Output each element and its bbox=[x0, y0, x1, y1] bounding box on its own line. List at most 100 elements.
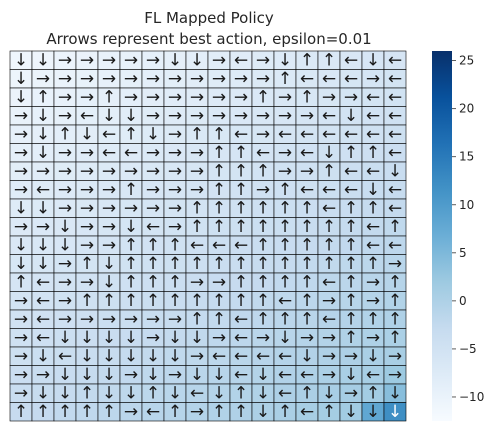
policy-arrow: ↑ bbox=[212, 254, 226, 274]
policy-arrow: → bbox=[14, 328, 28, 348]
policy-arrow: ↑ bbox=[212, 402, 226, 422]
policy-arrow: → bbox=[212, 50, 226, 70]
policy-arrow: ↓ bbox=[102, 383, 116, 403]
policy-arrow: → bbox=[58, 272, 72, 292]
policy-arrow: ↓ bbox=[212, 365, 226, 385]
policy-arrow: ← bbox=[278, 291, 292, 311]
policy-arrow: ↓ bbox=[190, 365, 204, 385]
policy-arrow: → bbox=[14, 291, 28, 311]
policy-arrow: ↓ bbox=[256, 402, 270, 422]
policy-arrow: → bbox=[256, 180, 270, 200]
policy-arrow: → bbox=[366, 69, 380, 89]
policy-arrow: ↑ bbox=[146, 235, 160, 255]
policy-arrow: → bbox=[14, 143, 28, 163]
policy-arrow: → bbox=[168, 124, 182, 144]
policy-arrow: ↓ bbox=[256, 365, 270, 385]
policy-arrow: → bbox=[80, 87, 94, 107]
policy-arrow: ← bbox=[366, 365, 380, 385]
policy-arrow: ↓ bbox=[124, 106, 138, 126]
policy-arrow: → bbox=[102, 235, 116, 255]
policy-arrow: ↑ bbox=[322, 50, 336, 70]
policy-arrow: → bbox=[256, 124, 270, 144]
policy-arrow: ← bbox=[366, 106, 380, 126]
policy-arrow: ↓ bbox=[256, 383, 270, 403]
policy-arrow: → bbox=[190, 87, 204, 107]
policy-arrow: → bbox=[58, 161, 72, 181]
policy-arrow: ↑ bbox=[190, 124, 204, 144]
policy-arrow: → bbox=[14, 124, 28, 144]
policy-arrow: ← bbox=[344, 124, 358, 144]
policy-arrow: ↑ bbox=[278, 402, 292, 422]
policy-arrow: ↓ bbox=[168, 346, 182, 366]
policy-arrow: ↑ bbox=[300, 291, 314, 311]
policy-arrow: ↑ bbox=[300, 235, 314, 255]
policy-arrow: ↓ bbox=[124, 328, 138, 348]
policy-arrow: ← bbox=[322, 309, 336, 329]
policy-arrow: ← bbox=[102, 124, 116, 144]
policy-arrow: ← bbox=[212, 346, 226, 366]
policy-arrow: → bbox=[234, 69, 248, 89]
policy-arrow: → bbox=[322, 328, 336, 348]
policy-arrow: → bbox=[14, 309, 28, 329]
policy-arrow: ← bbox=[388, 143, 402, 163]
policy-arrow: ← bbox=[256, 143, 270, 163]
policy-arrow: ↓ bbox=[388, 383, 402, 403]
policy-arrow: ← bbox=[322, 198, 336, 218]
policy-arrow: ↓ bbox=[36, 106, 50, 126]
policy-arrow: ↓ bbox=[168, 383, 182, 403]
policy-arrow: ← bbox=[388, 87, 402, 107]
policy-arrow: ↑ bbox=[146, 291, 160, 311]
policy-arrow: ↓ bbox=[146, 346, 160, 366]
policy-arrow: ← bbox=[322, 124, 336, 144]
policy-arrow: → bbox=[146, 198, 160, 218]
policy-arrow: → bbox=[102, 50, 116, 70]
policy-arrow: ← bbox=[234, 346, 248, 366]
policy-arrow: ↑ bbox=[146, 383, 160, 403]
policy-arrow: → bbox=[168, 106, 182, 126]
policy-arrow: ↓ bbox=[366, 402, 380, 422]
policy-arrow: ↑ bbox=[80, 291, 94, 311]
policy-arrow: → bbox=[300, 106, 314, 126]
policy-arrow: ← bbox=[278, 365, 292, 385]
policy-arrow: ← bbox=[278, 124, 292, 144]
policy-arrow: ↑ bbox=[256, 254, 270, 274]
policy-arrow: ↓ bbox=[14, 235, 28, 255]
policy-arrow: → bbox=[366, 291, 380, 311]
policy-arrow: ↓ bbox=[36, 50, 50, 70]
policy-arrow: ↓ bbox=[278, 50, 292, 70]
policy-arrow: → bbox=[256, 50, 270, 70]
policy-arrow: ← bbox=[344, 180, 358, 200]
policy-arrow: ↓ bbox=[366, 180, 380, 200]
policy-arrow: ↑ bbox=[14, 402, 28, 422]
policy-arrow: ↓ bbox=[102, 346, 116, 366]
policy-arrow: → bbox=[190, 161, 204, 181]
policy-arrow: ↑ bbox=[300, 309, 314, 329]
policy-arrow: → bbox=[80, 143, 94, 163]
policy-arrow: ↓ bbox=[366, 346, 380, 366]
policy-arrow: ← bbox=[212, 235, 226, 255]
policy-arrow: ↑ bbox=[388, 272, 402, 292]
policy-arrow: → bbox=[388, 365, 402, 385]
policy-arrow: → bbox=[80, 50, 94, 70]
policy-arrow: ← bbox=[146, 217, 160, 237]
policy-arrow: ↓ bbox=[102, 254, 116, 274]
policy-arrow: ↑ bbox=[366, 383, 380, 403]
policy-arrow: ← bbox=[234, 309, 248, 329]
policy-arrow: ↓ bbox=[36, 346, 50, 366]
policy-arrow: ↓ bbox=[36, 198, 50, 218]
policy-arrow: ↑ bbox=[14, 272, 28, 292]
policy-arrow: ↓ bbox=[36, 383, 50, 403]
policy-arrow: ↓ bbox=[80, 124, 94, 144]
policy-arrow: ↓ bbox=[58, 235, 72, 255]
colorbar-tick-label: 5 bbox=[459, 246, 467, 260]
policy-arrow: ← bbox=[234, 50, 248, 70]
policy-arrow: ↑ bbox=[234, 180, 248, 200]
policy-arrow: ↓ bbox=[212, 383, 226, 403]
policy-arrow: ↑ bbox=[278, 217, 292, 237]
policy-arrow: ← bbox=[256, 346, 270, 366]
policy-arrow: → bbox=[322, 87, 336, 107]
policy-arrow: ↑ bbox=[190, 198, 204, 218]
policy-arrow: ↑ bbox=[344, 254, 358, 274]
policy-arrow: ← bbox=[388, 180, 402, 200]
